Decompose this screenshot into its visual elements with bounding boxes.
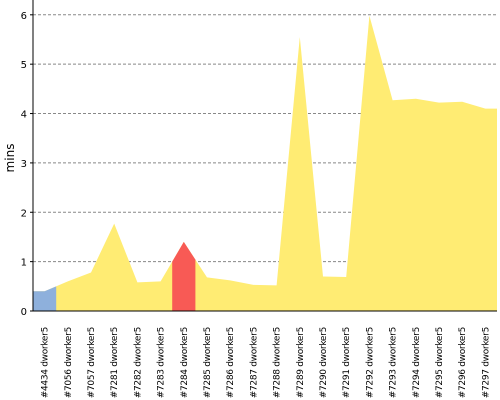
- x-tick-label: #7297 dworker5: [481, 327, 491, 398]
- x-tick-label: #7292 dworker5: [365, 327, 375, 398]
- y-axis-title: mins: [3, 144, 17, 173]
- highlight-band-6: [172, 241, 196, 311]
- highlight-band-0: [33, 286, 57, 311]
- y-tick-labels: 0 1 2 3 4 5 6: [21, 11, 27, 318]
- x-tick-label: #7056 dworker5: [64, 327, 74, 398]
- y-tick-label: 3: [21, 159, 27, 170]
- x-tick-label: #7282 dworker5: [133, 327, 143, 398]
- highlight-bands: [33, 241, 196, 311]
- x-tick-label: #7281 dworker5: [110, 327, 120, 398]
- x-tick-label: #7291 dworker5: [342, 327, 352, 398]
- x-tick-label: #7290 dworker5: [319, 327, 329, 398]
- axes: [30, 0, 497, 312]
- y-tick-label: 0: [21, 307, 27, 318]
- x-tick-label: #7283 dworker5: [157, 327, 167, 398]
- y-tick-label: 6: [21, 11, 27, 22]
- x-tick-labels: #4434 dworker5 #7056 dworker5 #7057 dworke…: [41, 327, 492, 398]
- x-tick-label: #7295 dworker5: [435, 327, 445, 398]
- x-tick-label: #7293 dworker5: [389, 327, 399, 398]
- y-tick-label: 5: [21, 60, 27, 71]
- x-tick-label: #7284 dworker5: [180, 327, 190, 398]
- x-tick-label: #7287 dworker5: [249, 327, 259, 398]
- data-area: [33, 15, 497, 312]
- x-tick-label: #7294 dworker5: [412, 327, 422, 398]
- x-tick-label: #7057 dworker5: [87, 327, 97, 398]
- y-tick-label: 2: [21, 208, 27, 219]
- x-tick-label: #7296 dworker5: [458, 327, 468, 398]
- x-tick-label: #7289 dworker5: [296, 327, 306, 398]
- series-area: [33, 15, 497, 312]
- x-tick-label: #4434 dworker5: [41, 327, 51, 398]
- y-tick-label: 4: [21, 110, 27, 121]
- x-tick-label: #7286 dworker5: [226, 327, 236, 398]
- x-tick-label: #7288 dworker5: [273, 327, 283, 398]
- x-tick-label: #7285 dworker5: [203, 327, 213, 398]
- y-tick-label: 1: [21, 258, 27, 269]
